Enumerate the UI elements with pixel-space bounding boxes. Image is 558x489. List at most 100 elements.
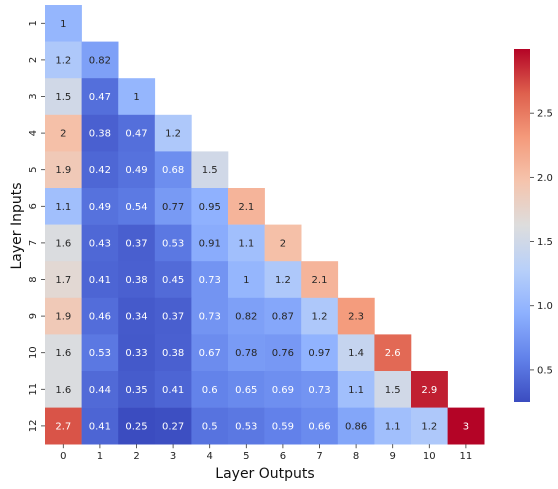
cell-value-label: 0.45 [162, 275, 184, 286]
cell-value-label: 1.2 [165, 129, 181, 140]
cell-value-label: 0.41 [162, 385, 184, 396]
cell-value-label: 1.9 [55, 312, 71, 323]
cell-value-label: 2.3 [348, 312, 364, 323]
cell-value-label: 0.86 [345, 421, 367, 432]
heatmap-cell-r11-c8 [337, 371, 375, 408]
cell-value-label: 0.67 [199, 348, 221, 359]
cell-value-label: 2.1 [238, 202, 254, 213]
heatmap-cell-r10-c4 [191, 334, 229, 372]
heatmap-cell-r9-c4 [191, 297, 229, 335]
cell-value-label: 1.5 [385, 385, 401, 396]
cell-value-label: 0.41 [89, 275, 111, 286]
heatmap-cell-r5-c2 [118, 151, 156, 189]
heatmap-cell-r4-c1 [81, 114, 119, 152]
heatmap-cell-r11-c9 [374, 371, 412, 408]
heatmap-cell-r7-c0 [45, 224, 82, 262]
cell-value-label: 1.1 [348, 385, 364, 396]
heatmap-cell-r11-c4 [191, 371, 229, 408]
heatmap-cell-r2-c0 [45, 41, 82, 79]
y-tick-label: 9 [28, 313, 39, 319]
cell-value-label: 2.1 [312, 275, 328, 286]
heatmap-cell-r7-c6 [264, 224, 302, 262]
heatmap-cell-r12-c6 [264, 407, 302, 445]
heatmap-cell-r5-c4 [191, 151, 229, 189]
x-axis-ticks: 0 1 2 3 4 5 6 7 8 9 10 11 [60, 444, 472, 462]
cell-value-label: 1.1 [55, 202, 71, 213]
cell-value-label: 0.78 [235, 348, 257, 359]
cell-value-label: 0.82 [235, 312, 257, 323]
cell-value-label: 0.53 [89, 348, 111, 359]
heatmap-cell-r11-c7 [301, 371, 339, 408]
heatmap-cell-r8-c6 [264, 261, 302, 299]
cell-value-label: 0.43 [89, 238, 111, 249]
cell-value-label: 2.9 [421, 385, 437, 396]
heatmap-cell-r8-c2 [118, 261, 156, 299]
cell-value-label: 2.7 [55, 421, 71, 432]
heatmap-cell-r12-c2 [118, 407, 156, 445]
heatmap-cell-r11-c10 [411, 371, 448, 408]
cell-value-label: 0.73 [308, 385, 330, 396]
cell-value-label: 0.73 [199, 275, 221, 286]
cell-value-label: 0.65 [235, 385, 257, 396]
y-tick-label: 7 [28, 240, 39, 246]
heatmap-cell-r5-c3 [154, 151, 192, 189]
cell-value-label: 0.35 [125, 385, 147, 396]
cell-value-label: 0.76 [272, 348, 294, 359]
cell-value-label: 0.59 [272, 421, 294, 432]
heatmap-cell-r7-c3 [154, 224, 192, 262]
cell-value-label: 0.69 [272, 385, 294, 396]
cell-value-label: 1.1 [238, 238, 254, 249]
cell-value-label: 0.47 [89, 92, 111, 103]
y-axis-label: Layer Inputs [9, 182, 25, 269]
cell-value-label: 0.38 [89, 129, 111, 140]
cell-value-label: 0.53 [235, 421, 257, 432]
y-tick-label: 3 [28, 93, 39, 99]
cell-value-label: 0.82 [89, 55, 111, 66]
y-tick-label: 2 [28, 57, 39, 63]
heatmap-cell-r4-c0 [45, 114, 82, 152]
cell-value-label: 1.6 [55, 238, 71, 249]
heatmap-cell-r12-c10 [411, 407, 448, 445]
heatmap-cell-r7-c2 [118, 224, 156, 262]
cell-value-label: 0.47 [125, 129, 147, 140]
cell-value-label: 0.41 [89, 421, 111, 432]
cell-value-label: 1.6 [55, 348, 71, 359]
heatmap-cells: 1 1.2 0.82 1.5 0.47 1 2 0.38 0.47 1.2 1.9 0.42 0.49 0… [45, 5, 485, 445]
heatmap-cell-r1-c0 [45, 5, 82, 42]
cell-value-label: 0.73 [199, 312, 221, 323]
x-tick-label: 0 [60, 451, 66, 462]
x-tick-label: 2 [133, 451, 139, 462]
heatmap-cell-r11-c6 [264, 371, 302, 408]
heatmap-cell-r10-c8 [337, 334, 375, 372]
heatmap-cell-r12-c11 [447, 407, 485, 445]
cell-value-label: 0.49 [89, 202, 111, 213]
heatmap-cell-r5-c1 [81, 151, 119, 189]
colorbar: 0.5 1.0 1.5 2.0 2.5 [514, 49, 553, 402]
heatmap-cell-r3-c1 [81, 78, 119, 116]
heatmap-cell-r2-c1 [81, 41, 119, 79]
cell-value-label: 0.5 [202, 421, 218, 432]
cell-value-label: 2 [280, 238, 286, 249]
heatmap-cell-r10-c1 [81, 334, 119, 372]
heatmap-cell-r3-c0 [45, 78, 82, 116]
cell-value-label: 0.33 [125, 348, 147, 359]
cell-value-label: 0.66 [308, 421, 330, 432]
heatmap-cell-r11-c0 [45, 371, 82, 408]
heatmap-cell-r8-c7 [301, 261, 339, 299]
heatmap-cell-r10-c3 [154, 334, 192, 372]
heatmap-cell-r10-c2 [118, 334, 156, 372]
heatmap-cell-r4-c3 [154, 114, 192, 152]
cell-value-label: 1.5 [202, 165, 218, 176]
heatmap-cell-r7-c4 [191, 224, 229, 262]
heatmap-cell-r5-c0 [45, 151, 82, 189]
x-tick-label: 5 [243, 451, 249, 462]
cell-value-label: 0.37 [162, 312, 184, 323]
cell-value-label: 0.38 [162, 348, 184, 359]
colorbar-tick-label: 1.0 [537, 301, 553, 312]
cell-value-label: 0.68 [162, 165, 184, 176]
heatmap-cell-r9-c7 [301, 297, 339, 335]
x-axis-label: Layer Outputs [215, 466, 314, 482]
heatmap-cell-r12-c1 [81, 407, 119, 445]
x-tick-label: 7 [316, 451, 322, 462]
